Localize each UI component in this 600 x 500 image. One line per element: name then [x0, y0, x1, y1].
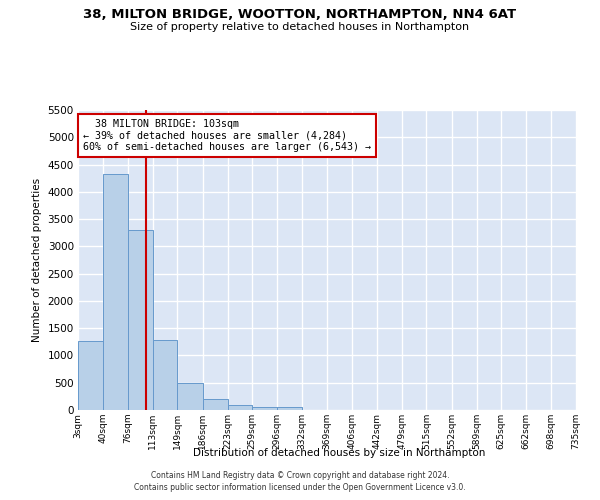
Bar	[227, 405, 252, 410]
Text: Contains HM Land Registry data © Crown copyright and database right 2024.
Contai: Contains HM Land Registry data © Crown c…	[134, 471, 466, 492]
Bar	[153, 340, 178, 410]
Y-axis label: Number of detached properties: Number of detached properties	[32, 178, 42, 342]
Text: 38, MILTON BRIDGE, WOOTTON, NORTHAMPTON, NN4 6AT: 38, MILTON BRIDGE, WOOTTON, NORTHAMPTON,…	[83, 8, 517, 20]
Bar	[78, 340, 103, 410]
Bar	[103, 174, 128, 410]
Bar	[128, 230, 153, 410]
Text: Distribution of detached houses by size in Northampton: Distribution of detached houses by size …	[193, 448, 485, 458]
Text: Size of property relative to detached houses in Northampton: Size of property relative to detached ho…	[130, 22, 470, 32]
Bar	[178, 384, 203, 410]
Bar	[252, 406, 277, 410]
Bar	[203, 398, 227, 410]
Bar	[277, 406, 302, 410]
Text: 38 MILTON BRIDGE: 103sqm
← 39% of detached houses are smaller (4,284)
60% of sem: 38 MILTON BRIDGE: 103sqm ← 39% of detach…	[83, 119, 371, 152]
